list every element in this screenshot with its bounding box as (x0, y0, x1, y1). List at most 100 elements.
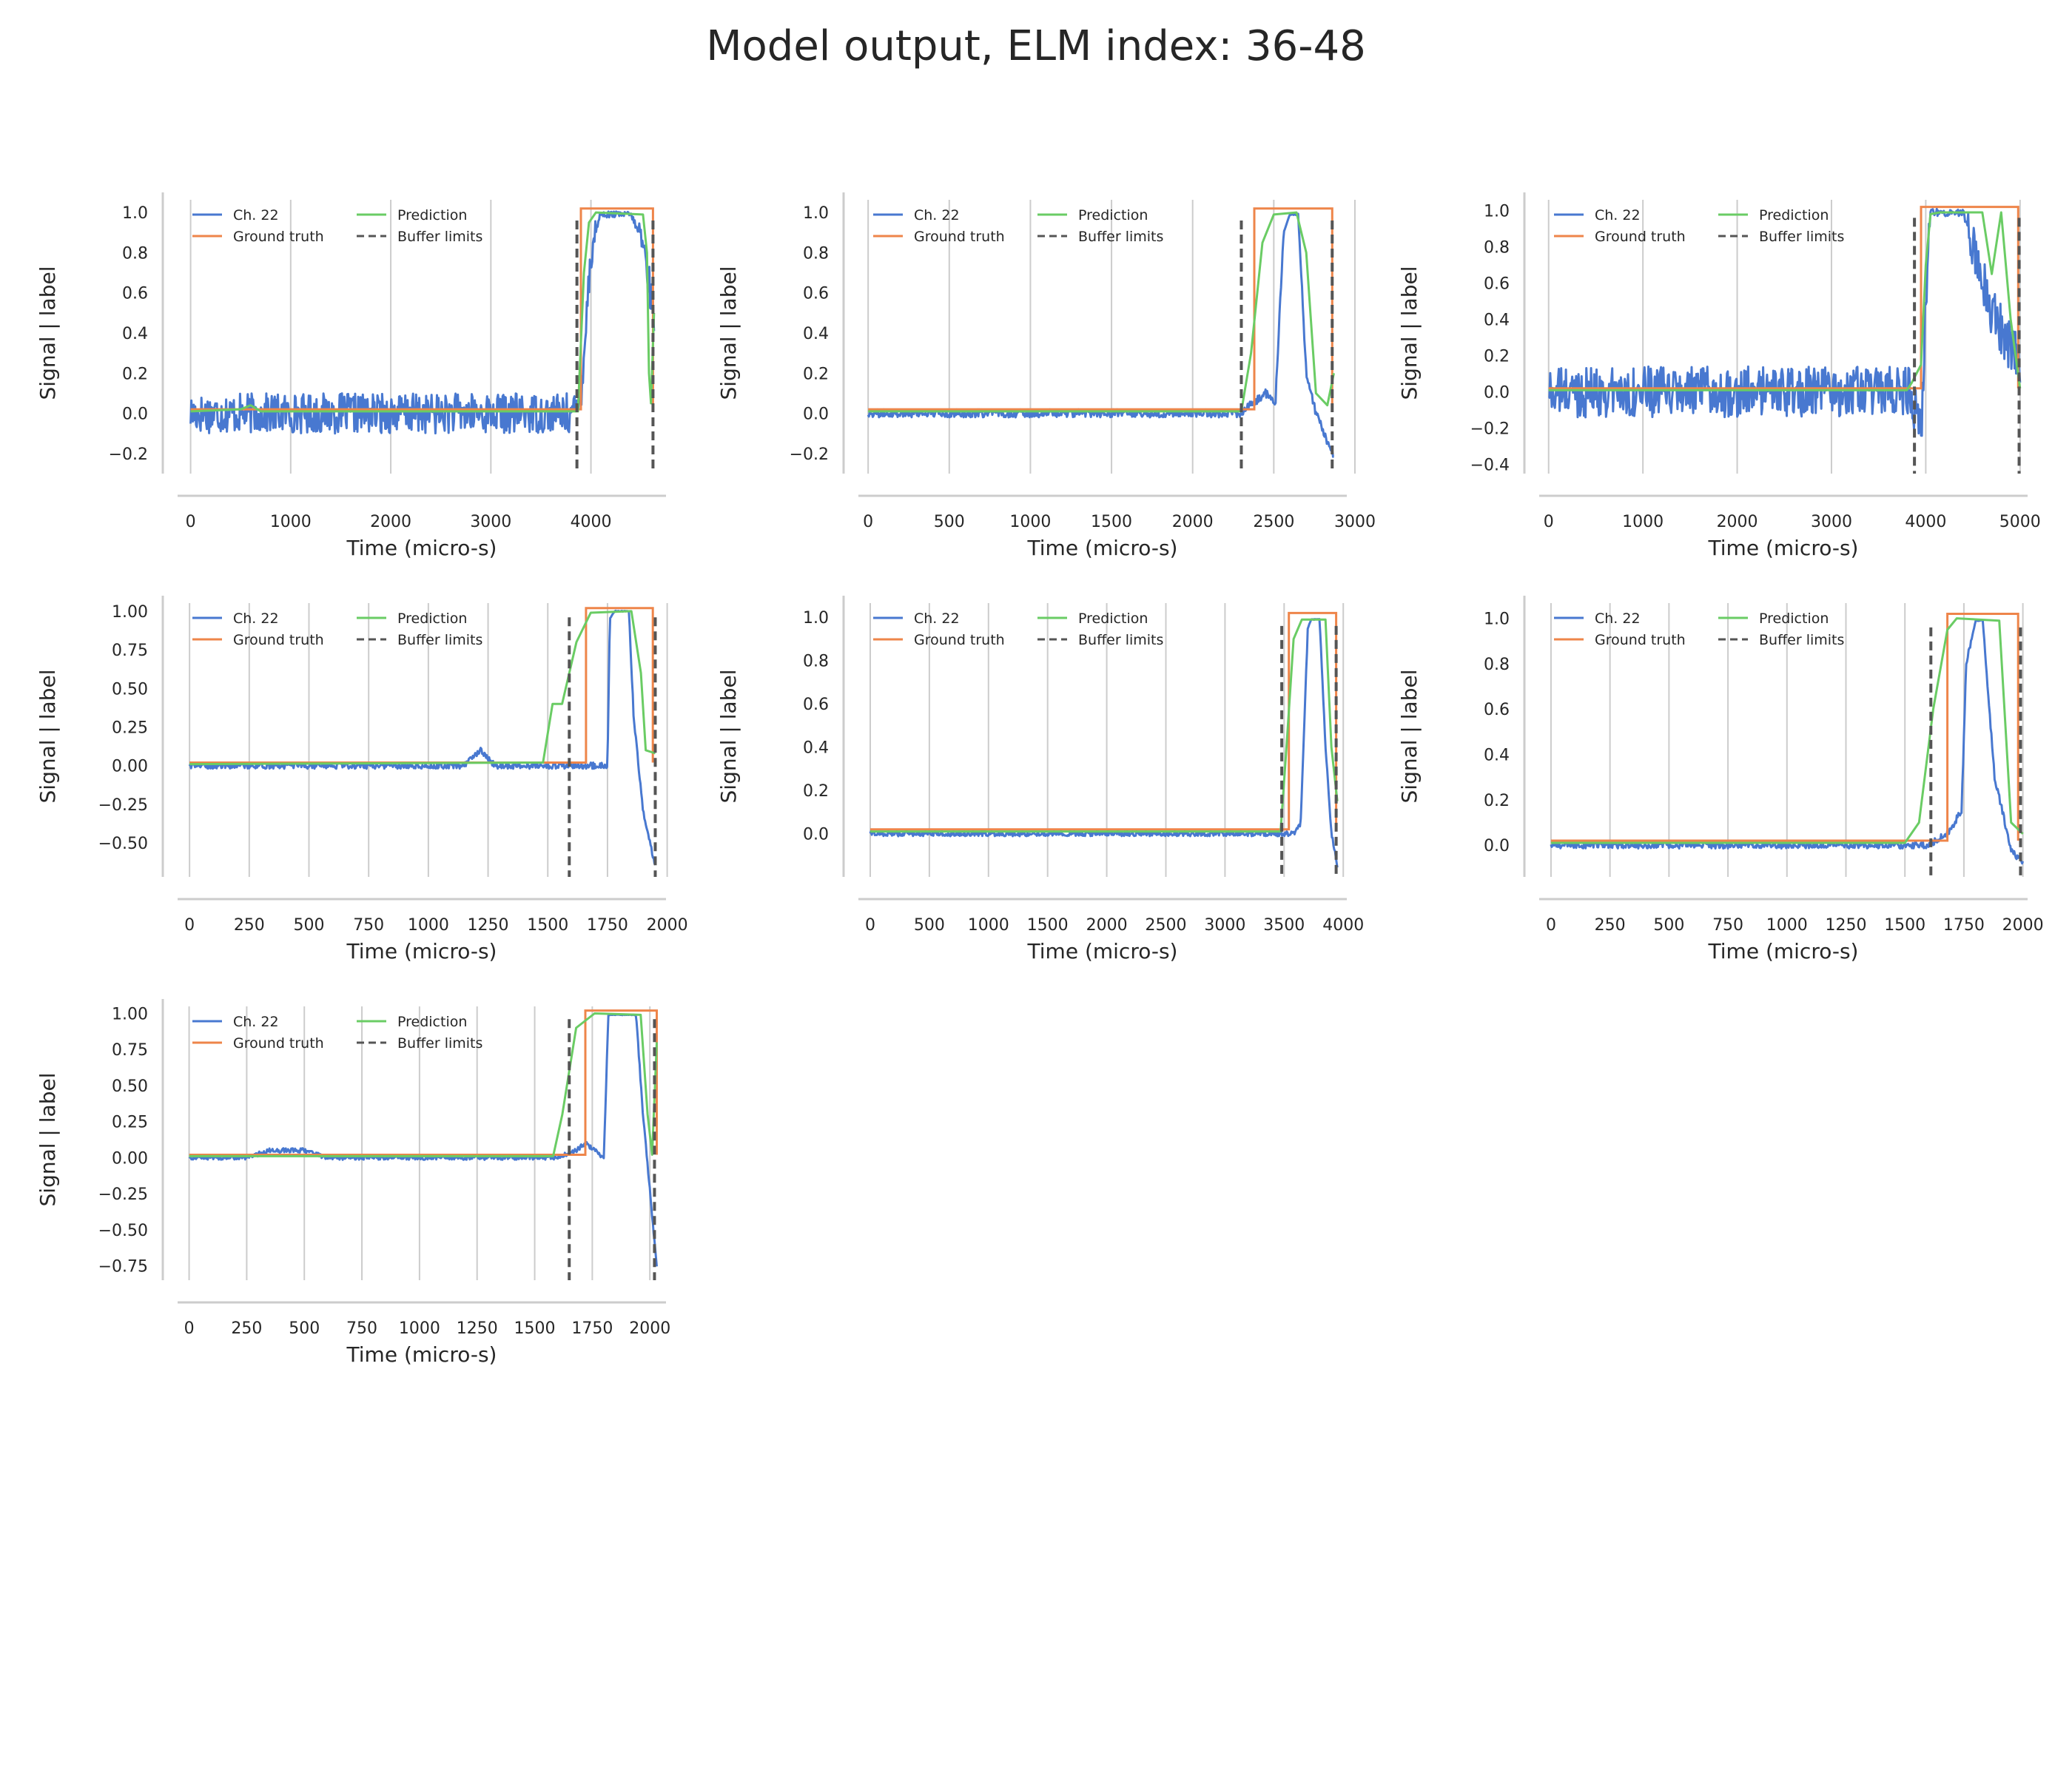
x-tick-label: 3000 (470, 513, 511, 531)
series-ground-truth (1550, 613, 2019, 842)
legend-label: Ch. 22 (914, 207, 960, 223)
x-tick-label: 1750 (1943, 916, 1985, 935)
legend-label: Prediction (397, 1014, 467, 1030)
legend-label: Buffer limits (397, 1035, 482, 1052)
y-tick-label: 1.0 (803, 609, 829, 628)
x-tick-label: 1250 (468, 916, 509, 935)
series-prediction (870, 618, 1339, 833)
y-tick-label: −0.2 (790, 445, 829, 464)
series-prediction (189, 610, 656, 766)
y-tick-label: 1.0 (1484, 203, 1510, 221)
x-tick-label: 0 (1546, 916, 1556, 935)
legend-label: Prediction (397, 610, 467, 627)
legend-label: Buffer limits (1759, 632, 1844, 648)
series-ground-truth (868, 207, 1333, 411)
y-axis-label: Signal | label (1397, 266, 1422, 400)
subplot-5: 0 500 1000 1500 2000 2500 3000 3500 4000 0.0 0.2 0.… (710, 581, 1364, 980)
x-axis-label: Time (micro-s) (346, 1342, 497, 1367)
y-tick-label: 0.6 (803, 285, 829, 303)
x-tick-label: 2000 (629, 1319, 670, 1338)
legend-label: Prediction (1759, 207, 1829, 223)
legend-label: Ground truth (233, 1035, 324, 1052)
x-tick-label: 0 (1544, 513, 1554, 531)
legend-label: Ch. 22 (233, 1014, 279, 1030)
x-tick-label: 3500 (1263, 916, 1305, 935)
y-tick-label: 0.0 (803, 826, 829, 844)
x-tick-label: 0 (184, 916, 195, 935)
subplot-2-svg: 0 500 1000 1500 2000 2500 3000 −0.2 0.0 0.2 0.4 0.6… (716, 192, 1376, 560)
y-tick-label: 0.8 (803, 244, 829, 263)
x-tick-label: 1750 (587, 916, 628, 935)
y-tick-label: 1.0 (122, 204, 148, 223)
y-tick-label: 0.8 (1484, 239, 1510, 258)
y-tick-label: 0.8 (1484, 656, 1510, 674)
legend-label: Ground truth (1595, 632, 1686, 648)
legend-label: Buffer limits (1759, 229, 1844, 245)
x-axis-label: Time (micro-s) (1027, 939, 1178, 963)
legend-label: Buffer limits (1078, 632, 1163, 648)
y-tick-label: 0.00 (112, 758, 148, 776)
x-tick-label: 0 (863, 513, 873, 531)
x-tick-label: 3000 (1334, 513, 1376, 531)
y-tick-label: 0.4 (1484, 312, 1510, 330)
subplot-3: 0 1000 2000 3000 4000 5000 −0.4 −0.2 0.0 0.2 0.4 0.… (1391, 178, 2042, 577)
x-tick-label: 2000 (2002, 916, 2044, 935)
legend-label: Buffer limits (1078, 229, 1163, 245)
y-tick-label: −0.4 (1470, 457, 1510, 475)
x-tick-label: 2500 (1145, 916, 1186, 935)
y-tick-label: 0.6 (122, 285, 148, 303)
legend-label: Prediction (1759, 610, 1829, 627)
x-tick-label: 1000 (408, 916, 449, 935)
x-tick-label: 500 (289, 1319, 320, 1338)
x-tick-label: 1250 (1825, 916, 1866, 935)
y-axis-label: Signal | label (36, 670, 60, 804)
y-tick-label: 0.8 (803, 653, 829, 671)
y-tick-label: 0.2 (803, 782, 829, 801)
x-tick-label: 250 (1595, 916, 1626, 935)
y-tick-label: −0.50 (98, 835, 148, 853)
series-ground-truth (189, 1009, 658, 1156)
figure-title: Model output, ELM index: 36-48 (706, 22, 1366, 70)
legend-label: Ground truth (233, 632, 324, 648)
y-tick-label: 0.75 (112, 642, 148, 660)
x-tick-label: 1750 (571, 1319, 613, 1338)
legend-label: Ch. 22 (1595, 610, 1641, 627)
y-axis-label: Signal | label (1397, 670, 1422, 804)
legend-label: Prediction (397, 207, 467, 223)
subplot-7-svg: 0 250 500 750 1000 1250 1500 1750 2000 −0.75 −0.50… (36, 999, 670, 1367)
legend-label: Buffer limits (397, 632, 482, 648)
x-axis-label: Time (micro-s) (346, 536, 497, 560)
series-ch22 (189, 210, 656, 435)
y-axis-label: Signal | label (36, 266, 60, 400)
y-tick-label: 1.0 (1484, 610, 1510, 629)
x-tick-label: 2000 (1172, 513, 1214, 531)
y-tick-label: 0.2 (1484, 348, 1510, 366)
y-tick-label: 0.25 (112, 719, 148, 737)
x-tick-label: 750 (346, 1319, 377, 1338)
y-tick-label: −0.2 (109, 445, 148, 464)
y-tick-label: 0.6 (1484, 701, 1510, 719)
y-tick-label: 0.2 (803, 365, 829, 383)
y-tick-label: −0.50 (98, 1222, 148, 1240)
y-axis-label: Signal | label (716, 670, 741, 804)
x-tick-label: 1000 (1766, 916, 1808, 935)
y-tick-label: 0.75 (112, 1041, 148, 1060)
y-tick-label: 1.00 (112, 1005, 148, 1023)
y-tick-label: 0.4 (1484, 747, 1510, 765)
x-tick-label: 500 (1653, 916, 1684, 935)
y-tick-label: 0.0 (122, 406, 148, 424)
x-tick-label: 4000 (571, 513, 612, 531)
series-prediction (1548, 211, 2022, 391)
legend-label: Ch. 22 (914, 610, 960, 627)
subplot-2: 0 500 1000 1500 2000 2500 3000 −0.2 0.0 0.2 0.4 0.6… (710, 178, 1376, 577)
y-tick-label: 0.4 (122, 325, 148, 343)
y-tick-label: 0.4 (803, 739, 829, 758)
y-tick-label: −0.25 (98, 1185, 148, 1204)
x-tick-label: 2000 (370, 513, 411, 531)
x-tick-label: 4000 (1905, 513, 1946, 531)
x-tick-label: 250 (231, 1319, 262, 1338)
x-tick-label: 1000 (1009, 513, 1051, 531)
x-tick-label: 2000 (647, 916, 688, 935)
x-tick-label: 0 (865, 916, 875, 935)
legend-label: Prediction (1078, 610, 1148, 627)
